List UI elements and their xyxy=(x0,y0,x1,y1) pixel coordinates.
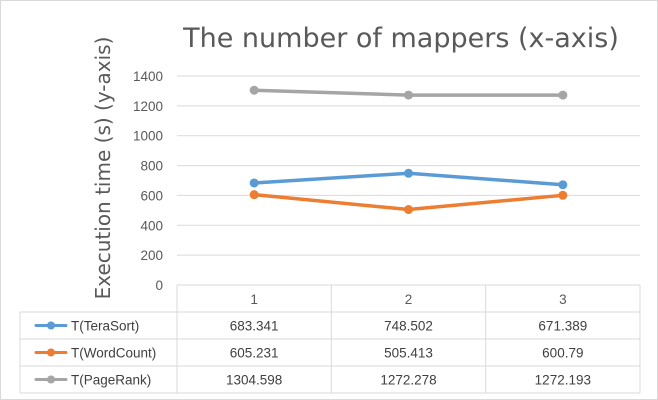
data-point xyxy=(249,178,259,188)
legend-entry: T(WordCount) xyxy=(34,346,156,361)
data-label: 1272.193 xyxy=(535,373,591,388)
x-category-label: 2 xyxy=(405,292,413,307)
chart-title: The number of mappers (x-axis) xyxy=(182,23,619,54)
y-tick-label: 1000 xyxy=(133,129,163,144)
y-tick-labels: 0 200 400 600 800 1000 1200 1400 xyxy=(133,69,163,293)
data-point xyxy=(558,90,568,100)
data-label: 605.231 xyxy=(230,346,279,361)
legend-marker-swatch xyxy=(47,348,55,357)
data-point xyxy=(404,205,413,215)
data-label: 683.341 xyxy=(230,319,279,334)
gridlines xyxy=(177,75,640,256)
series-lines xyxy=(249,85,568,215)
x-category-label: 3 xyxy=(559,292,567,307)
data-point xyxy=(404,168,413,178)
data-point xyxy=(404,90,413,100)
data-point xyxy=(249,85,259,95)
x-category-label: 1 xyxy=(250,292,258,307)
y-tick-label: 600 xyxy=(140,188,163,203)
data-point xyxy=(558,190,568,200)
data-point xyxy=(558,180,568,190)
data-table: 1 2 3 T(TeraSort) 683.341 748.502 671.389 T(Wor… xyxy=(19,284,641,394)
legend-label: T(PageRank) xyxy=(71,373,151,388)
data-label: 671.389 xyxy=(538,319,587,334)
y-tick-label: 400 xyxy=(140,218,163,233)
legend-marker-swatch xyxy=(47,375,55,384)
y-tick-label: 800 xyxy=(140,159,163,174)
y-tick-label: 1400 xyxy=(133,69,163,84)
data-point xyxy=(249,190,259,200)
data-label: 1272.278 xyxy=(380,373,436,388)
data-label: 505.413 xyxy=(384,346,433,361)
data-label: 600.79 xyxy=(542,346,583,361)
data-label: 1304.598 xyxy=(226,373,282,388)
y-axis-label: Execution time (s) (y-axis) xyxy=(91,37,115,300)
legend-label: T(WordCount) xyxy=(71,346,156,361)
y-tick-label: 200 xyxy=(140,248,163,263)
legend-label: T(TeraSort) xyxy=(71,319,139,334)
y-tick-label: 0 xyxy=(155,278,163,293)
y-tick-label: 1200 xyxy=(133,99,163,114)
legend-marker-swatch xyxy=(47,321,55,330)
data-label: 748.502 xyxy=(384,319,433,334)
legend-entry: T(TeraSort) xyxy=(34,319,139,334)
legend-entry: T(PageRank) xyxy=(34,373,151,388)
